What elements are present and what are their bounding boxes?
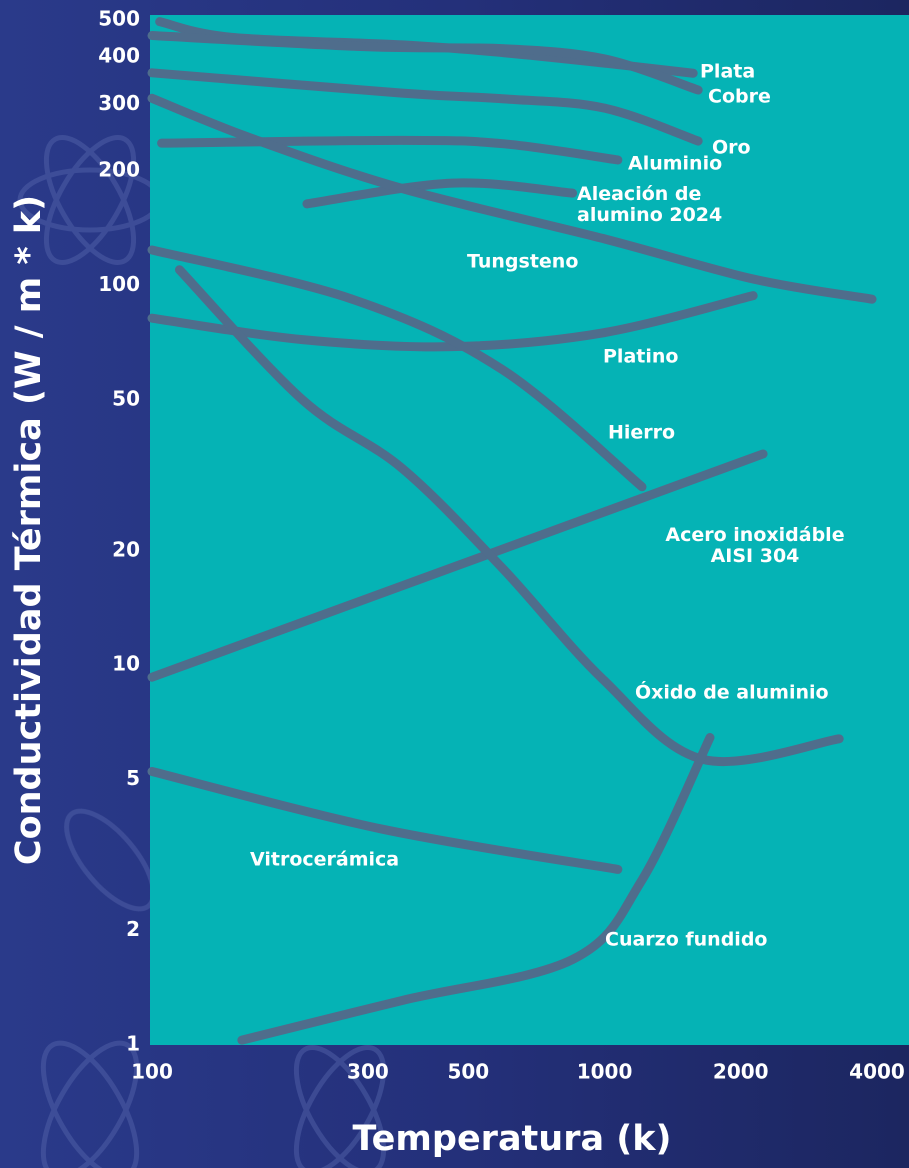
y-tick-label: 500 bbox=[98, 7, 140, 31]
series-label: Hierro bbox=[608, 421, 676, 444]
x-tick-label: 300 bbox=[347, 1060, 389, 1084]
x-axis-label: Temperatura (k) bbox=[352, 1119, 671, 1159]
y-tick-label: 200 bbox=[98, 158, 140, 182]
series-label: Óxido de aluminio bbox=[635, 681, 829, 704]
y-tick-label: 100 bbox=[98, 272, 140, 296]
line bbox=[147, 449, 768, 682]
series-label: Oro bbox=[712, 136, 751, 159]
y-tick-label: 5 bbox=[126, 766, 140, 790]
series-label: Acero inoxidáble AISI 304 bbox=[665, 524, 845, 567]
x-tick-label: 4000 bbox=[849, 1060, 905, 1084]
y-tick-label: 1 bbox=[126, 1032, 140, 1056]
series-label: Cobre bbox=[708, 85, 771, 108]
series-label: Aleación de alumino 2024 bbox=[577, 183, 723, 226]
y-tick-label: 50 bbox=[112, 386, 140, 410]
line bbox=[157, 135, 623, 165]
x-tick-label: 500 bbox=[447, 1060, 489, 1084]
series-label: Cuarzo fundido bbox=[605, 928, 768, 951]
x-tick-label: 100 bbox=[131, 1060, 173, 1084]
line bbox=[302, 178, 578, 209]
line bbox=[147, 68, 703, 146]
y-tick-label: 400 bbox=[98, 43, 140, 67]
series-label: Tungsteno bbox=[467, 250, 579, 273]
line bbox=[147, 291, 758, 352]
line bbox=[147, 93, 877, 304]
y-tick-label: 20 bbox=[112, 537, 140, 561]
line bbox=[147, 245, 647, 492]
y-tick-label: 10 bbox=[112, 652, 140, 676]
y-tick-label: 2 bbox=[126, 917, 140, 941]
x-tick-label: 1000 bbox=[577, 1060, 633, 1084]
series-label: Vitrocerámica bbox=[250, 848, 400, 871]
y-tick-label: 300 bbox=[98, 91, 140, 115]
series-label: Platino bbox=[603, 345, 679, 368]
line bbox=[237, 733, 715, 1045]
line bbox=[147, 31, 703, 95]
series-label: Plata bbox=[700, 60, 756, 83]
series-label: Aluminio bbox=[628, 152, 723, 175]
line bbox=[147, 767, 623, 874]
x-tick-label: 2000 bbox=[713, 1060, 769, 1084]
y-axis-label: Conductividad Térmica (W / m * k) bbox=[9, 195, 49, 865]
